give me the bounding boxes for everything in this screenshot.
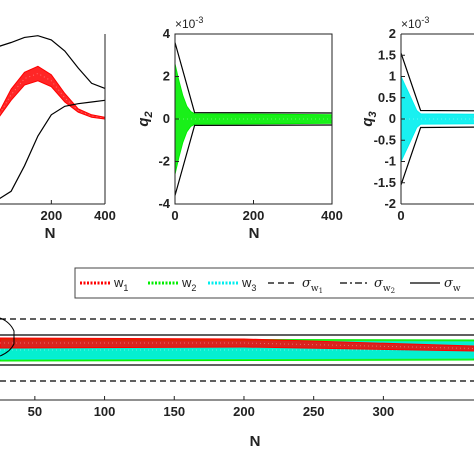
q3-series-band-0: [400, 76, 474, 162]
w-x-tick-label: 200: [233, 404, 255, 419]
w-transient-outline: [0, 317, 15, 357]
legend-label-0: w1: [113, 275, 128, 293]
q2-x-label: N: [249, 225, 260, 242]
q2-series-line-2: [174, 124, 333, 196]
w-x-tick-label: 250: [303, 404, 325, 419]
q2-x-tick-label: 0: [171, 208, 178, 223]
q2-series-line-1: [174, 42, 333, 114]
q2-y-tick-label: -4: [158, 196, 170, 211]
panel-w: 50 100 150 200 250 300 N w1 w2 w3 σw1 σw2 σw: [0, 267, 474, 450]
q3-y-tick-label: 0.5: [378, 90, 396, 105]
q1-series-line-1: [0, 35, 106, 89]
q2-exponent: ×10-3: [175, 15, 203, 31]
panel-q2: 0 200 400 4 2 0 -2 -4 ×10-3 q2 N: [135, 15, 343, 242]
q3-series-line-1: [400, 52, 474, 112]
q2-x-tick-label: 200: [243, 208, 265, 223]
q2-y-tick-label: -2: [158, 154, 170, 169]
q3-y-tick-label: 2: [389, 26, 396, 41]
legend-label-3: σw1: [302, 276, 323, 295]
q1-x-tick-label: 400: [94, 208, 116, 223]
w-x-ticks: 50 100 150 200 250 300: [28, 396, 395, 419]
q2-y-tick-label: 2: [163, 69, 170, 84]
q3-y-tick-label: 0: [389, 111, 396, 126]
q3-plot-area: [400, 52, 474, 186]
q2-x-ticks: 0 200 400: [171, 200, 343, 223]
w-x-tick-label: 150: [163, 404, 185, 419]
q1-series-texture-0: [0, 72, 106, 119]
q3-x-ticks: 02: [397, 200, 405, 223]
panel-q1: 200 400 N: [0, 34, 116, 242]
q1-x-label: N: [45, 225, 56, 242]
q3-y-tick-label: -1: [384, 154, 396, 169]
q2-y-ticks: 4 2 0 -2 -4: [158, 26, 179, 211]
q3-exponent: ×10-3: [401, 15, 429, 31]
w-legend: w1 w2 w3 σw1 σw2 σw: [74, 267, 474, 299]
q3-y-tick-label: 1.5: [378, 47, 396, 62]
legend-label-5: σw: [444, 276, 461, 294]
panel-q3: 02 2 1.5 1 0.5 0 -0.5 -1 -1.5 -2 ×10-3 q3: [359, 15, 474, 223]
w-series-texture-6: [0, 342, 474, 349]
w-series-band-6: [0, 337, 474, 352]
q1-x-tick-label: 200: [40, 208, 62, 223]
q2-y-tick-label: 4: [163, 26, 171, 41]
q1-series-line-2: [0, 99, 106, 200]
q2-x-tick-label: 400: [321, 208, 343, 223]
w-x-tick-label: 300: [373, 404, 395, 419]
w-x-label: N: [250, 433, 261, 450]
q2-y-tick-label: 0: [163, 111, 170, 126]
q3-y-tick-label: 1: [389, 69, 396, 84]
q2-y-label: q2: [135, 111, 155, 126]
legend-box: [74, 267, 474, 299]
legend-label-1: w2: [181, 275, 196, 293]
q3-y-tick-label: -2: [384, 196, 396, 211]
legend-label-2: w3: [241, 275, 256, 293]
q3-y-label: q3: [359, 111, 379, 126]
w-x-tick-label: 50: [28, 404, 42, 419]
q1-x-ticks: 200 400: [40, 200, 116, 223]
q3-y-tick-label: -0.5: [374, 132, 396, 147]
q3-x-tick-label: 0: [397, 208, 404, 223]
w-x-tick-label: 100: [94, 404, 116, 419]
legend-label-4: σw2: [374, 276, 395, 295]
q3-y-ticks: 2 1.5 1 0.5 0 -0.5 -1 -1.5 -2: [374, 26, 405, 211]
q3-series-line-2: [400, 126, 474, 186]
legend-entries: w1 w2 w3 σw1 σw2 σw: [80, 275, 461, 295]
q3-y-tick-label: -1.5: [374, 175, 396, 190]
w-plot-area: [0, 317, 474, 382]
